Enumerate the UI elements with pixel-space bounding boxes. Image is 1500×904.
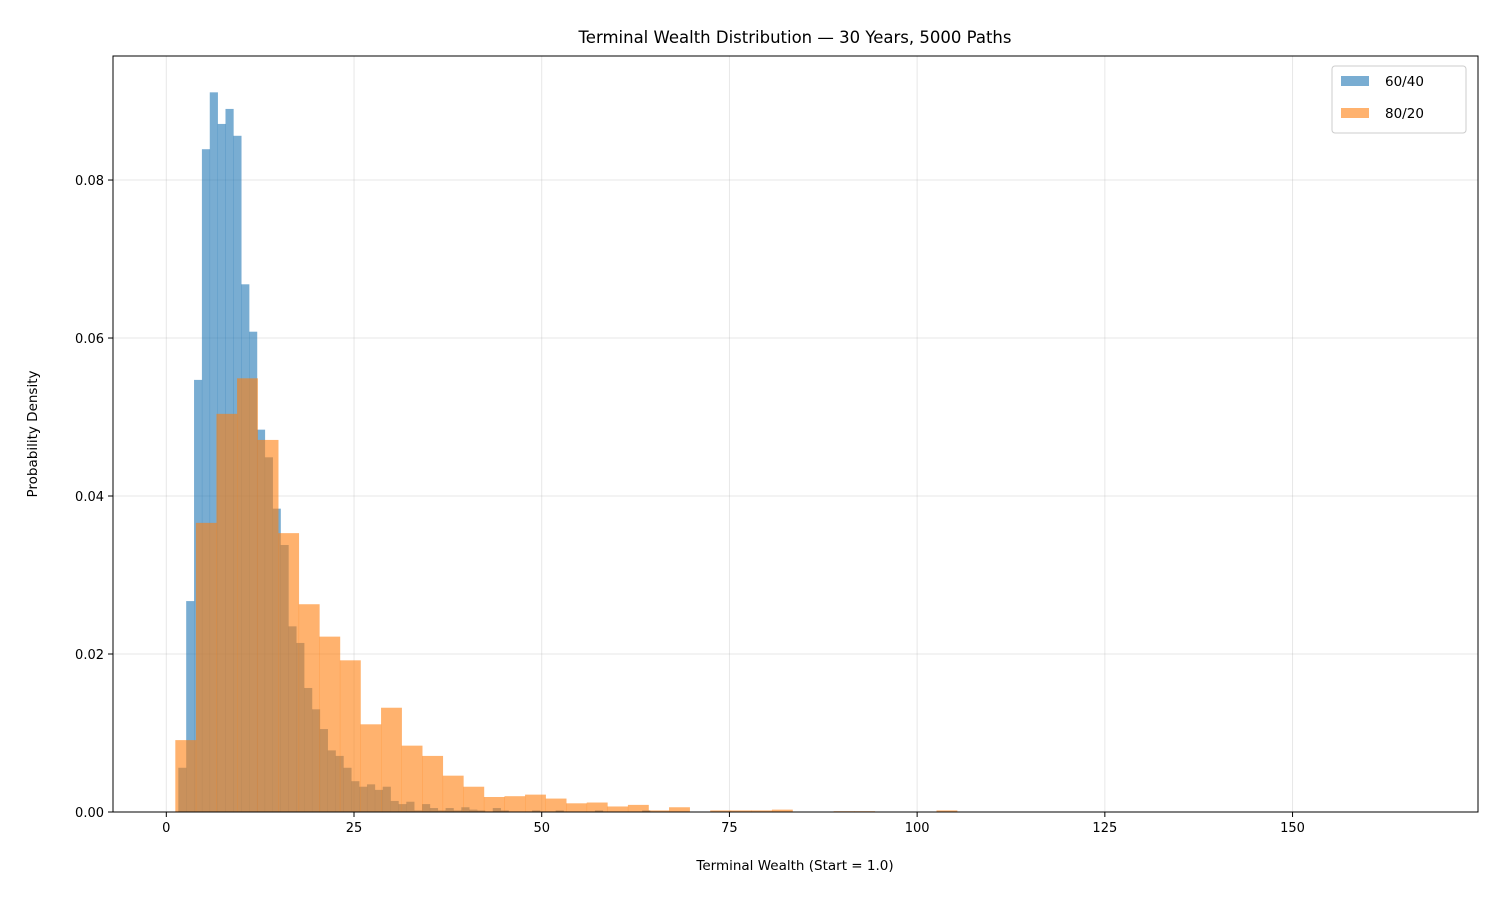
histogram-bar bbox=[751, 810, 773, 812]
histogram-bar bbox=[545, 798, 567, 812]
histogram-bar bbox=[278, 533, 300, 812]
histogram-bar bbox=[422, 755, 444, 812]
x-axis-ticks: 0 25 50 75 100 125 150 bbox=[162, 812, 1305, 836]
histogram-bar bbox=[730, 810, 752, 812]
plot-frame bbox=[112, 55, 1479, 813]
histogram-bar bbox=[209, 92, 218, 812]
histogram-bar bbox=[201, 149, 211, 812]
x-tick-label: 125 bbox=[1092, 821, 1117, 836]
histogram-bar bbox=[710, 810, 732, 812]
histogram-bar bbox=[186, 601, 195, 812]
histogram-bar bbox=[586, 802, 608, 812]
y-axis-ticks: 0.00 0.02 0.04 0.06 0.08 bbox=[75, 174, 113, 821]
histogram-bar bbox=[298, 604, 320, 812]
histogram-bar bbox=[648, 810, 670, 812]
histogram-bar bbox=[381, 707, 402, 812]
histogram-bars bbox=[175, 92, 958, 813]
y-axis-label: Probability Density bbox=[25, 371, 41, 498]
x-tick-label: 50 bbox=[533, 821, 550, 836]
histogram-bar bbox=[216, 413, 238, 812]
histogram-bar bbox=[936, 810, 958, 812]
legend-swatch-80-20 bbox=[1341, 108, 1369, 118]
histogram-bar bbox=[504, 796, 526, 812]
chart-title: Terminal Wealth Distribution — 30 Years,… bbox=[578, 28, 1012, 47]
histogram-bar bbox=[442, 775, 464, 812]
histogram-bar bbox=[627, 804, 649, 812]
histogram-bar bbox=[669, 807, 690, 812]
histogram-bar bbox=[319, 636, 341, 812]
histogram-bar bbox=[771, 809, 793, 812]
histogram-bar bbox=[195, 522, 217, 812]
y-tick-label: 0.00 bbox=[75, 806, 104, 821]
y-tick-label: 0.06 bbox=[75, 332, 104, 347]
legend: 60/40 80/20 bbox=[1331, 65, 1467, 134]
y-tick-label: 0.04 bbox=[75, 490, 104, 505]
histogram-bar bbox=[607, 806, 629, 812]
legend-swatch-60-40 bbox=[1341, 76, 1369, 86]
x-tick-label: 100 bbox=[905, 821, 930, 836]
histogram-bar bbox=[483, 796, 505, 812]
grid-lines bbox=[113, 56, 1478, 813]
histogram-bar bbox=[566, 803, 588, 812]
series-80-20 bbox=[175, 378, 958, 812]
histogram-bar bbox=[257, 439, 279, 812]
histogram-bar bbox=[463, 786, 485, 812]
histogram-bar bbox=[360, 724, 382, 812]
x-tick-label: 25 bbox=[346, 821, 363, 836]
legend-label-60-40: 60/40 bbox=[1385, 74, 1424, 90]
histogram-bar bbox=[525, 794, 546, 812]
histogram-bar bbox=[401, 745, 423, 812]
x-tick-label: 75 bbox=[721, 821, 738, 836]
y-tick-label: 0.08 bbox=[75, 174, 104, 189]
histogram-bar bbox=[339, 660, 361, 812]
x-tick-label: 0 bbox=[162, 821, 170, 836]
histogram-bar bbox=[175, 740, 197, 812]
legend-label-80-20: 80/20 bbox=[1385, 106, 1424, 122]
x-axis-label: Terminal Wealth (Start = 1.0) bbox=[695, 858, 893, 874]
y-tick-label: 0.02 bbox=[75, 648, 104, 663]
x-tick-label: 150 bbox=[1280, 821, 1305, 836]
histogram-bar bbox=[237, 378, 258, 812]
